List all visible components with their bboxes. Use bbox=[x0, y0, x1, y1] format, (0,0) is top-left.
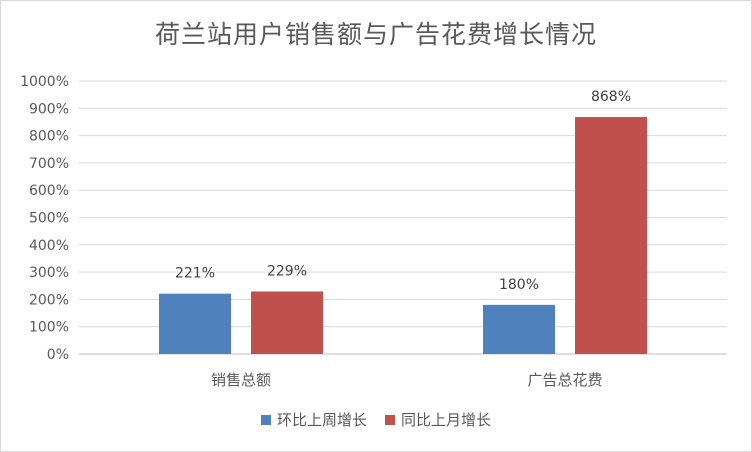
legend-swatch bbox=[385, 414, 395, 425]
y-tick-label: 1000% bbox=[20, 74, 69, 90]
y-tick-label: 500% bbox=[29, 211, 69, 227]
bar bbox=[159, 293, 231, 354]
x-category-label: 广告总花费 bbox=[527, 371, 602, 389]
y-tick-label: 600% bbox=[29, 183, 69, 199]
y-tick-label: 900% bbox=[29, 101, 69, 117]
data-label: 221% bbox=[175, 266, 215, 282]
legend-label: 同比上月增长 bbox=[401, 411, 492, 429]
y-tick-label: 300% bbox=[29, 265, 69, 281]
y-tick-label: 200% bbox=[29, 292, 69, 308]
bar bbox=[251, 291, 323, 354]
y-tick-label: 800% bbox=[29, 129, 69, 145]
data-label: 180% bbox=[499, 277, 539, 293]
bar bbox=[483, 304, 555, 354]
chart-title: 荷兰站用户销售额与广告花费增长情况 bbox=[154, 20, 597, 49]
legend-swatch bbox=[260, 414, 271, 425]
chart-legend: 环比上周增长 同比上月增长 bbox=[1, 409, 751, 430]
x-category-label: 销售总额 bbox=[211, 371, 271, 389]
y-tick-label: 0% bbox=[47, 347, 69, 363]
y-tick-label: 100% bbox=[29, 320, 69, 336]
y-tick-label: 400% bbox=[29, 238, 69, 254]
data-label: 868% bbox=[591, 89, 631, 105]
data-label: 229% bbox=[267, 263, 307, 279]
bar bbox=[575, 117, 647, 354]
y-tick-label: 700% bbox=[29, 156, 69, 172]
legend-label: 环比上周增长 bbox=[276, 411, 367, 429]
legend-item: 环比上周增长 bbox=[260, 409, 367, 430]
legend-item: 同比上月增长 bbox=[385, 409, 491, 430]
